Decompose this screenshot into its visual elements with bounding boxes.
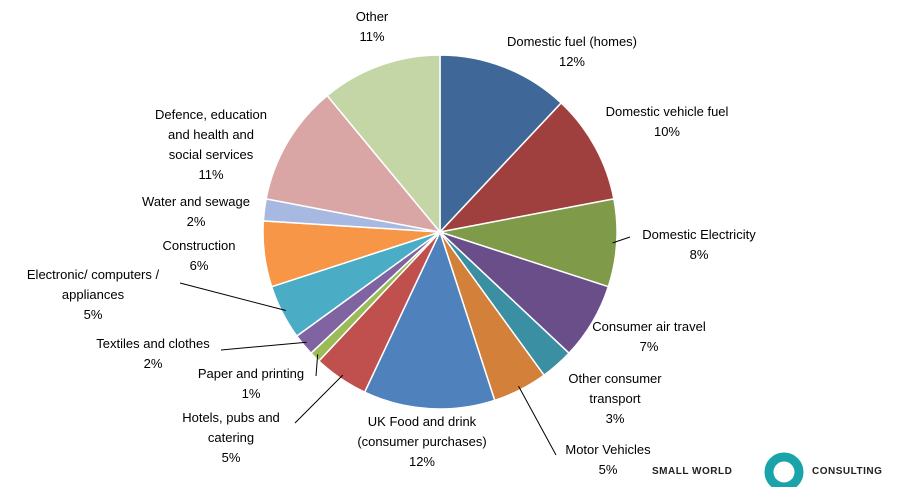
slice-label: Water and sewage 2% bbox=[142, 192, 250, 232]
slice-label: Domestic fuel (homes) 12% bbox=[507, 32, 637, 72]
category-label: Defence, education and health and social… bbox=[154, 107, 268, 162]
category-label: Other consumer transport bbox=[568, 371, 662, 406]
slice bbox=[437, 101, 615, 234]
slice-label: Defence, education and health and social… bbox=[155, 105, 267, 185]
value-label: 10% bbox=[653, 124, 681, 139]
leader-line bbox=[612, 236, 631, 244]
slice bbox=[265, 94, 442, 234]
slice-label: Other consumer transport 3% bbox=[568, 369, 661, 429]
leader-line bbox=[294, 374, 344, 424]
value-label: 11% bbox=[198, 167, 224, 182]
category-label: UK Food and drink (consumer purchases) bbox=[357, 414, 487, 449]
slice-label: Hotels, pubs and catering 5% bbox=[182, 408, 280, 468]
category-label: Textiles and clothes bbox=[96, 336, 210, 351]
value-label: 6% bbox=[189, 258, 209, 273]
category-label: Construction bbox=[162, 238, 236, 253]
slice-label: Electronic/ computers / appliances 5% bbox=[27, 265, 159, 325]
slice-label: Other 11% bbox=[356, 7, 389, 47]
value-label: 5% bbox=[221, 450, 241, 465]
value-label: 5% bbox=[598, 462, 618, 477]
value-label: 11% bbox=[359, 29, 385, 44]
value-label: 8% bbox=[689, 247, 709, 262]
slice-label: Textiles and clothes 2% bbox=[96, 334, 209, 374]
slice-label: Motor Vehicles 5% bbox=[565, 440, 650, 480]
category-label: Motor Vehicles bbox=[565, 442, 651, 457]
slice bbox=[439, 54, 563, 234]
category-label: Other bbox=[355, 9, 389, 24]
value-label: 5% bbox=[83, 307, 103, 322]
value-label: 2% bbox=[143, 356, 163, 371]
leader-line bbox=[220, 341, 307, 351]
category-label: Domestic Electricity bbox=[642, 227, 756, 242]
value-label: 1% bbox=[241, 386, 261, 401]
slice-label: UK Food and drink (consumer purchases) 12… bbox=[357, 412, 486, 472]
category-label: Consumer air travel bbox=[592, 319, 706, 334]
logo-left: SMALL WORLD bbox=[652, 466, 733, 477]
category-label: Hotels, pubs and catering bbox=[182, 410, 280, 445]
logo-ring bbox=[764, 452, 804, 487]
category-label: Domestic vehicle fuel bbox=[605, 104, 729, 119]
slice bbox=[439, 197, 618, 288]
category-label: Electronic/ computers / appliances bbox=[26, 267, 160, 302]
leader-line bbox=[179, 282, 286, 312]
slice-label: Construction 6% bbox=[163, 236, 236, 276]
value-label: 3% bbox=[605, 411, 625, 426]
value-label: 7% bbox=[639, 339, 659, 354]
category-label: Paper and printing bbox=[197, 366, 305, 381]
slice-label: Consumer air travel 7% bbox=[592, 317, 705, 357]
slice-label: Domestic Electricity 8% bbox=[642, 225, 755, 265]
slice bbox=[326, 54, 441, 235]
slice bbox=[363, 229, 496, 410]
value-label: 2% bbox=[186, 214, 206, 229]
category-label: Water and sewage bbox=[142, 194, 250, 209]
slice-label: Domestic vehicle fuel 10% bbox=[606, 102, 729, 142]
logo-right: CONSULTING bbox=[812, 466, 883, 477]
slice-label: Paper and printing 1% bbox=[198, 364, 304, 404]
value-label: 12% bbox=[558, 54, 586, 69]
leader-line bbox=[315, 354, 319, 377]
leader-line bbox=[518, 385, 557, 456]
value-label: 12% bbox=[408, 454, 436, 469]
category-label: Domestic fuel (homes) bbox=[506, 34, 638, 49]
